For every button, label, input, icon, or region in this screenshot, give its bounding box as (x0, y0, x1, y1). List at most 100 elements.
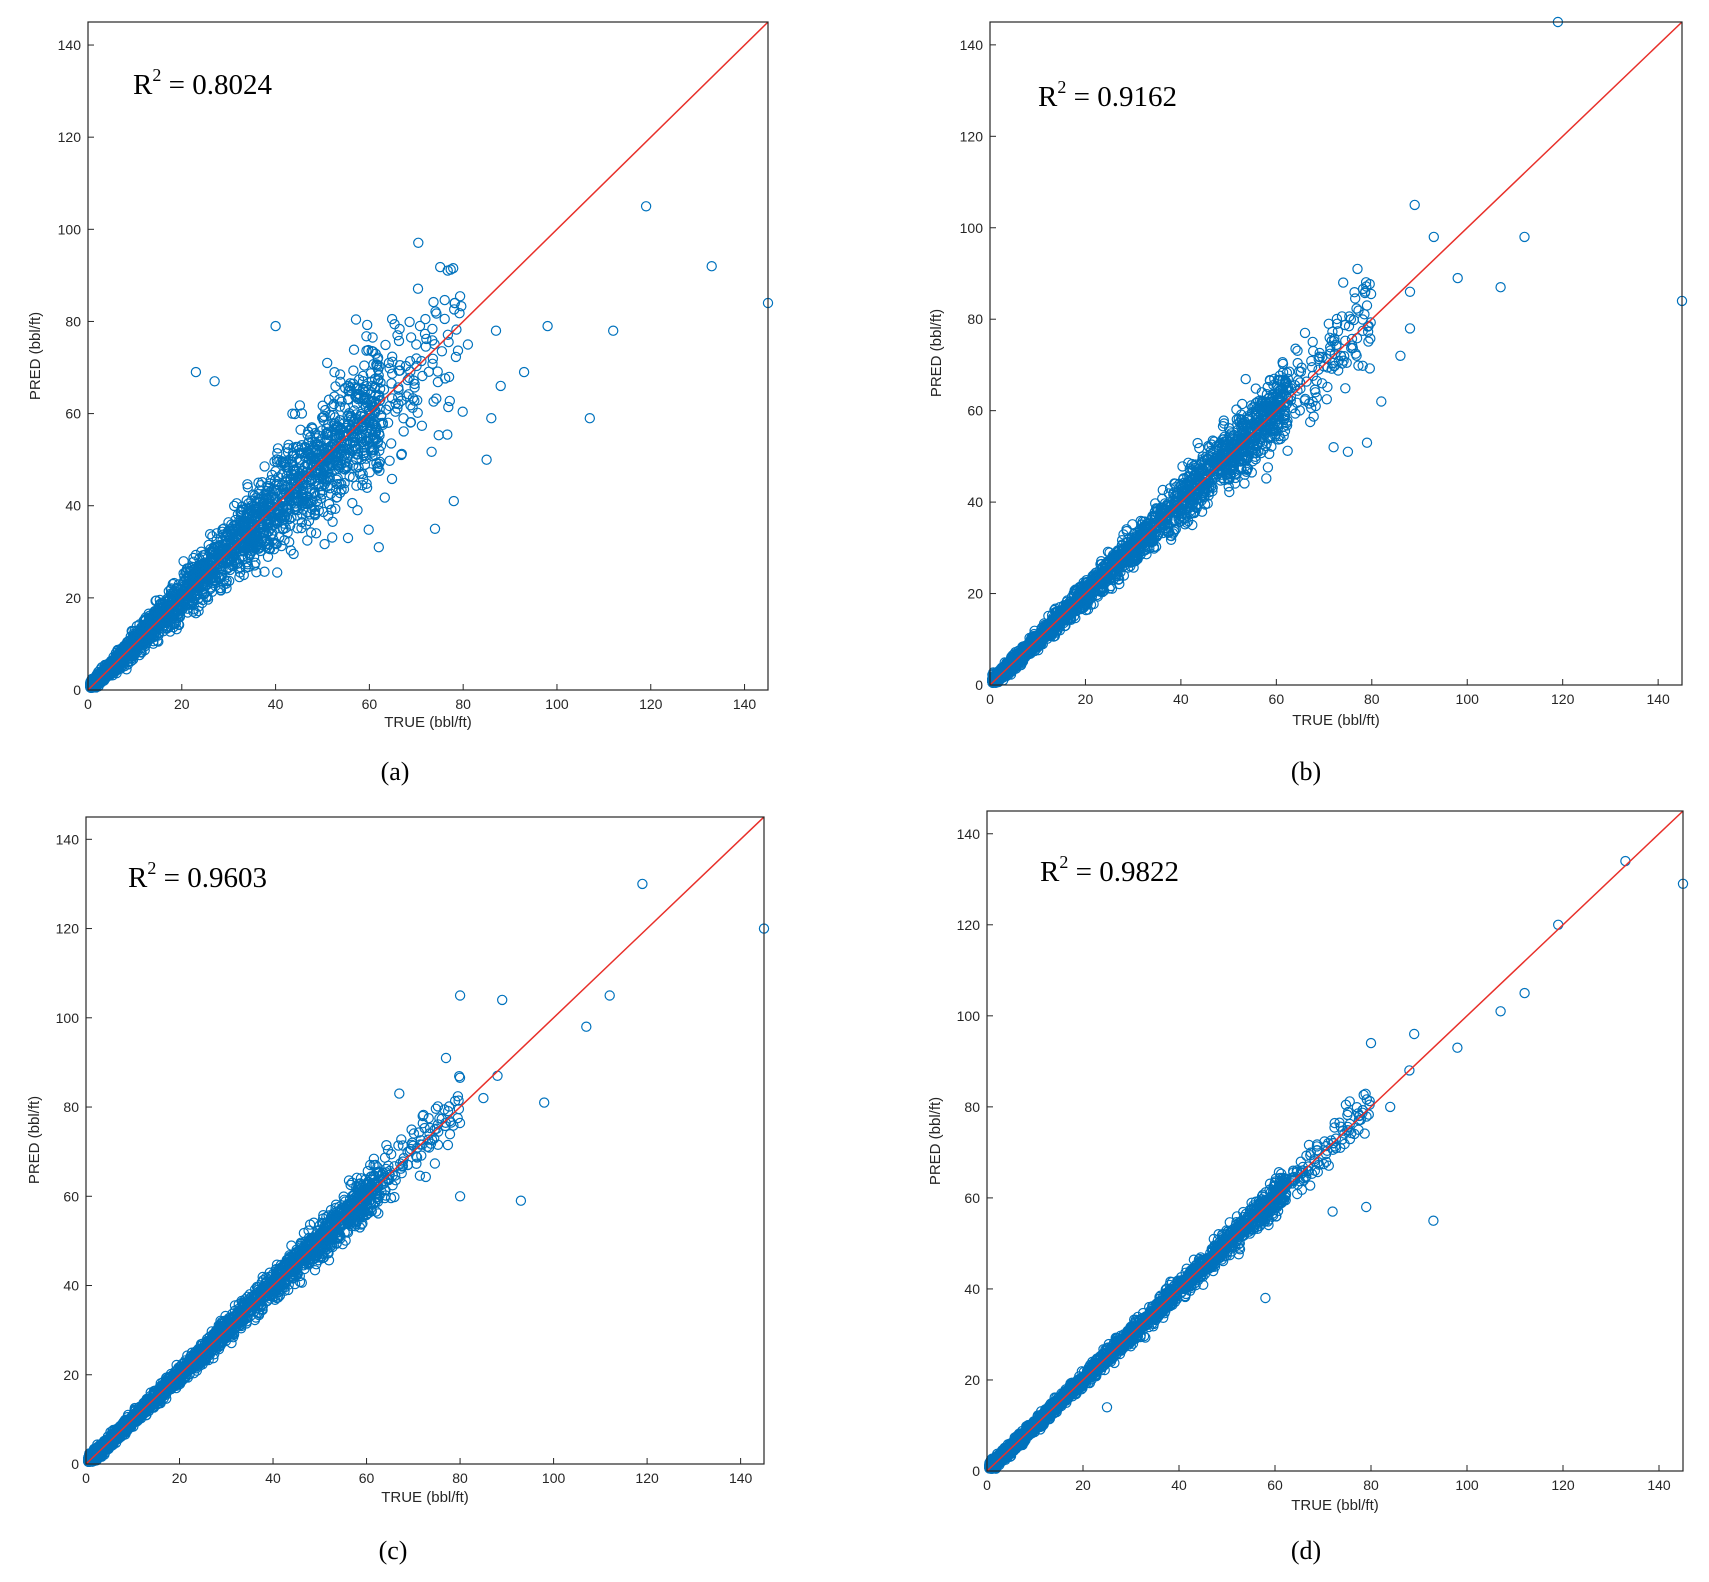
scatter-point-a-812 (359, 360, 370, 371)
scatter-point-a-7 (495, 380, 506, 392)
scatter-point-a-1410 (348, 460, 359, 471)
scatter-point-a-20 (382, 417, 394, 428)
scatter-point-a-2002 (269, 456, 280, 467)
scatter-point-a-2542 (398, 426, 409, 437)
scatter-point-a-965 (249, 560, 260, 571)
scatter-point-a-1323 (190, 608, 202, 619)
caption-a: (a) (381, 757, 410, 786)
scatter-point-a-1818 (234, 571, 245, 583)
y-tick-label-a-3: 60 (65, 406, 81, 422)
scatter-point-a-987 (297, 509, 308, 520)
x-tick-label-b-3: 60 (1269, 691, 1285, 707)
scatter-point-a-3 (584, 413, 596, 424)
scatter-point-a-1986 (190, 549, 201, 561)
scatter-point-b-12 (1395, 350, 1406, 361)
x-tick-label-b-0: 0 (986, 691, 994, 707)
scatter-point-a-2645 (384, 455, 395, 466)
scatter-point-a-2591 (379, 492, 390, 503)
scatter-point-a-1376 (339, 402, 351, 413)
y-tick-label-b-1: 20 (967, 586, 983, 602)
scatter-point-b-4 (1519, 231, 1530, 243)
scatter-point-a-2527 (436, 346, 448, 357)
scatter-point-a-814 (319, 538, 330, 550)
scatter-point-a-2622 (380, 339, 391, 351)
scatter-point-a-909 (318, 412, 329, 423)
y-axis-label-a: PRED (bbl/ft) (27, 312, 44, 400)
scatter-point-b-5 (1452, 272, 1463, 284)
x-tick-label-a-7: 140 (733, 696, 757, 712)
y-tick-label-a-0: 0 (73, 682, 81, 698)
scatter-point-a-426 (231, 498, 242, 509)
scatter-point-a-901 (326, 504, 337, 515)
y-tick-label-a-2: 40 (65, 498, 81, 514)
scatter-point-b-13 (1376, 396, 1387, 407)
scatter-point-a-1642 (215, 582, 226, 594)
scatter-point-a-1571 (266, 469, 278, 481)
scatter-point-a-2466 (457, 406, 468, 417)
x-axis-label-a: TRUE (bbl/ft) (384, 714, 472, 731)
scatter-point-a-1722 (259, 566, 270, 577)
scatter-point-b-11 (1404, 323, 1416, 334)
scatter-point-a-2480 (452, 345, 464, 356)
scatter-point-a-1819 (319, 410, 330, 422)
x-tick-label-a-6: 120 (639, 696, 663, 712)
scatter-point-a-4 (608, 325, 619, 336)
scatter-point-a-2442 (433, 430, 444, 441)
scatter-point-b-2 (1409, 199, 1420, 211)
scatter-point-a-1538 (211, 534, 222, 545)
scatter-point-a-799 (310, 528, 322, 539)
scatter-point-a-9 (270, 320, 281, 332)
scatter-point-a-1972 (352, 432, 363, 443)
x-tick-label-b-6: 120 (1551, 691, 1575, 707)
scatter-point-a-1048 (323, 498, 335, 510)
scatter-point-a-2613 (405, 332, 417, 343)
scatter-point-a-16 (448, 495, 459, 507)
scatter-point-a-817 (295, 424, 306, 435)
x-tick-label-a-3: 60 (362, 696, 378, 712)
scatter-point-a-112 (329, 391, 340, 402)
scatter-point-a-21 (322, 357, 333, 369)
scatter-point-a-2584 (412, 283, 424, 294)
scatter-point-a-907 (342, 532, 354, 544)
y-tick-label-a-4: 80 (65, 313, 81, 329)
scatter-point-a-19 (486, 413, 497, 424)
scatter-point-a-2607 (443, 401, 454, 413)
scatter-point-a-2485 (413, 237, 424, 248)
y-tick-label-b-3: 60 (967, 403, 983, 419)
scatter-point-a-10 (190, 366, 202, 378)
scatter-point-a-0 (640, 201, 652, 212)
scatter-point-a-2520 (412, 407, 423, 418)
scatter-point-b-7 (1404, 286, 1416, 297)
scatter-point-a-1662 (287, 408, 298, 419)
scatter-point-a-2499 (426, 446, 437, 457)
reference-line-a (87, 21, 769, 691)
scatter-point-a-2586 (428, 296, 439, 308)
scatter-point-a-2551 (416, 420, 428, 431)
x-tick-label-a-4: 80 (455, 696, 471, 712)
scatter-point-a-803 (335, 369, 346, 380)
scatter-point-b-530 (1282, 445, 1293, 456)
scatter-point-b-9 (1352, 263, 1363, 275)
scatter-point-b-17 (1299, 327, 1311, 339)
x-tick-label-a-2: 40 (268, 696, 284, 712)
r2-annotation-a: R2 = 0.8024 (133, 65, 272, 101)
scatter-point-a-1676 (344, 471, 355, 482)
scatter-point-a-472 (357, 370, 369, 382)
scatter-point-a-17 (481, 454, 492, 465)
scatter-point-a-2569 (420, 313, 431, 325)
scatter-point-b-15 (1342, 446, 1354, 457)
scatter-point-a-665 (315, 493, 326, 504)
scatter-point-a-1505 (196, 546, 207, 557)
scatter-point-a-1529 (292, 523, 303, 534)
scatter-point-a-447 (301, 519, 312, 530)
scatter-point-a-491 (347, 497, 358, 509)
scatter-point-a-2564 (423, 366, 434, 377)
scatter-point-a-2652 (448, 263, 459, 274)
y-tick-label-a-1: 20 (65, 590, 81, 606)
scatter-point-a-2521 (393, 335, 405, 347)
scatter-point-a-8 (490, 325, 502, 336)
